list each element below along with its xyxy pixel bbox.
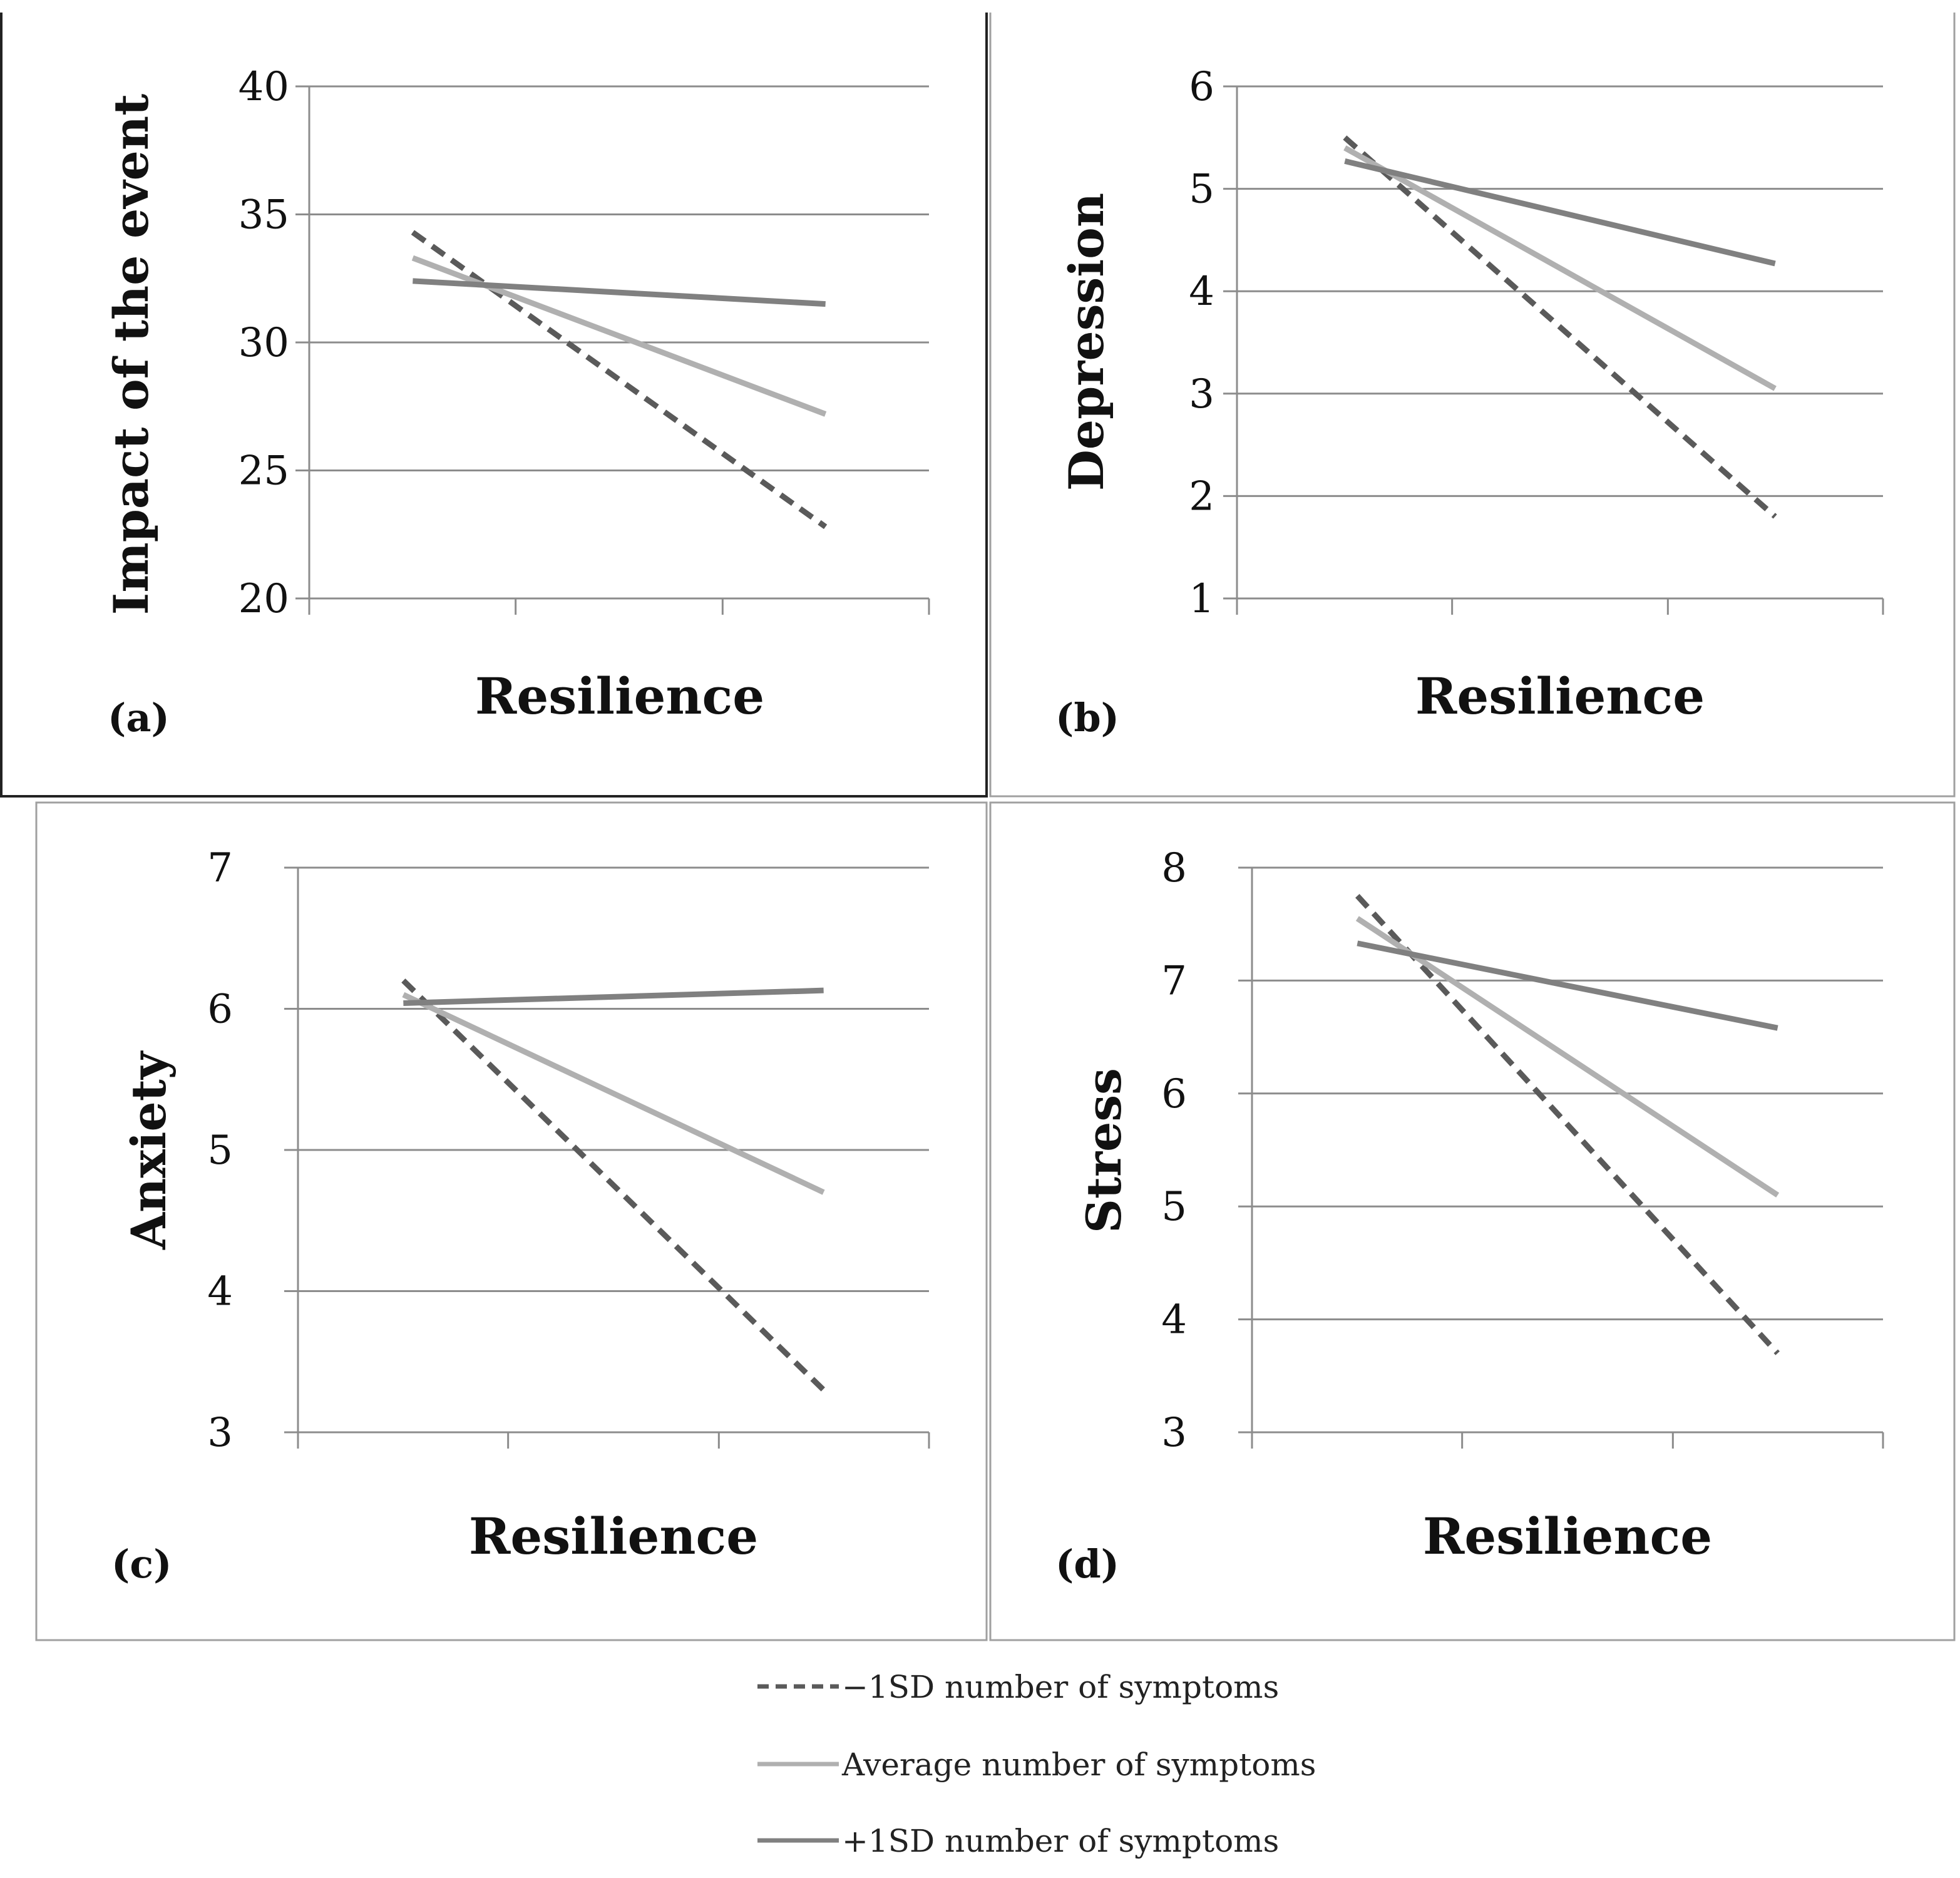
series-line-average	[411, 255, 827, 417]
y-tick-label: 4	[1189, 269, 1214, 315]
series-line-plus-sd	[1344, 158, 1776, 267]
x-axis-title: Resilience	[1423, 1507, 1712, 1566]
y-axis-title: Stress	[1076, 1068, 1132, 1233]
y-tick-label: 5	[1189, 167, 1214, 213]
chart-panel-3: 3 4 5 6 7 Anxiety Resilience (c)	[35, 801, 988, 1641]
x-axis-title: Resilience	[475, 667, 764, 726]
y-tick-label: 20	[239, 576, 289, 622]
y-tick-label: 4	[207, 1269, 233, 1315]
series-line-minus-sd	[1343, 135, 1777, 519]
panel-label: (c)	[111, 1541, 172, 1587]
series-line-plus-sd	[403, 987, 824, 1006]
y-axis-title: Depression	[1059, 193, 1114, 491]
series-line-minus-sd	[401, 978, 826, 1392]
x-axis-title: Resilience	[1415, 667, 1705, 726]
y-tick-label: 5	[207, 1127, 233, 1174]
series-line-minus-sd	[1355, 894, 1780, 1355]
y-tick-label: 6	[207, 987, 233, 1033]
y-tick-label: 5	[1161, 1184, 1187, 1230]
chart-panel-1: 20 25 30 35 40 Impact of the event Resilience (…	[0, 13, 988, 798]
y-tick-label: 2	[1189, 473, 1214, 520]
chart-panel-2: 1 2 3 4 5 6 Depression Resilience (b)	[989, 13, 1956, 798]
series-line-average	[402, 992, 825, 1195]
panel-label: (b)	[1055, 695, 1119, 741]
panel-frame	[989, 801, 1956, 1641]
y-tick-label: 3	[1189, 371, 1214, 418]
series-line-minus-sd	[411, 230, 828, 530]
chart-panel-4: 3 4 5 6 7 8 Stress Resilience (d)	[989, 801, 1956, 1641]
series-line-average	[1343, 145, 1777, 391]
y-tick-label: 4	[1161, 1297, 1187, 1343]
panel-frame	[989, 13, 1956, 798]
y-tick-label: 40	[239, 64, 289, 110]
legend-label-plus-sd: +1SD number of symptoms	[842, 1823, 1279, 1859]
panel-label: (a)	[108, 695, 170, 741]
x-axis-title: Resilience	[469, 1507, 758, 1566]
y-axis-title: Impact of the event	[103, 94, 159, 615]
series-line-average	[1355, 916, 1780, 1198]
y-tick-label: 3	[207, 1410, 233, 1456]
panel-frame	[35, 801, 988, 1641]
y-tick-label: 25	[239, 448, 289, 495]
y-tick-label: 3	[1161, 1410, 1187, 1456]
y-tick-label: 6	[1161, 1071, 1187, 1117]
y-tick-label: 30	[239, 320, 289, 366]
legend-label-average: Average number of symptoms	[841, 1747, 1316, 1783]
series-line-plus-sd	[1357, 940, 1778, 1031]
y-tick-label: 8	[1161, 845, 1187, 891]
legend-label-minus-sd: −1SD number of symptoms	[842, 1669, 1279, 1705]
y-tick-label: 35	[239, 192, 289, 239]
y-tick-label: 7	[1161, 958, 1187, 1004]
y-tick-label: 7	[207, 845, 233, 891]
panel-label: (d)	[1055, 1541, 1119, 1587]
y-tick-label: 1	[1189, 576, 1214, 622]
series-line-plus-sd	[413, 278, 826, 307]
y-tick-label: 6	[1189, 64, 1214, 110]
panel-frame	[0, 13, 988, 798]
y-axis-title: Anxiety	[121, 1050, 177, 1250]
legend: −1SD number of symptoms Average number o…	[757, 1669, 1316, 1859]
